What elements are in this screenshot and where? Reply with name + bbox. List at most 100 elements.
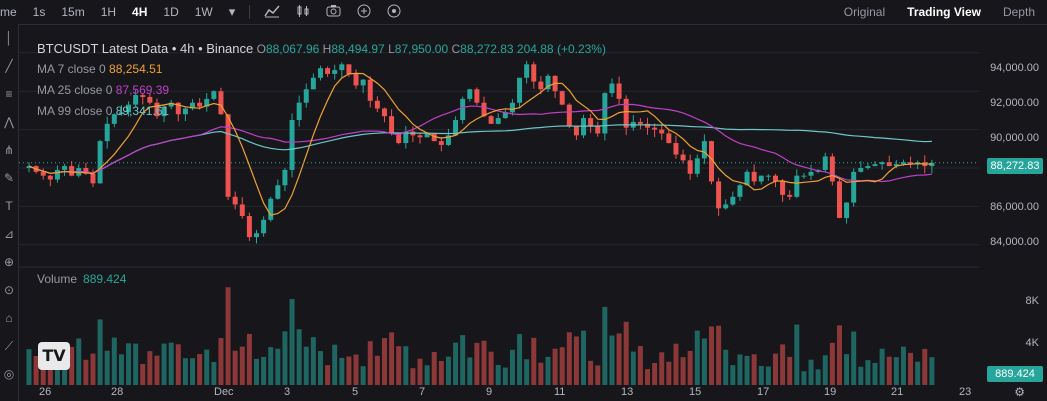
- tradingview-logo[interactable]: TV: [38, 342, 70, 370]
- trendline-icon[interactable]: ╱: [5, 59, 13, 73]
- hide-icon[interactable]: ◎: [3, 367, 15, 381]
- ma25-label[interactable]: MA 25 close 0: [37, 83, 113, 97]
- ruler-icon[interactable]: ⟋: [4, 339, 14, 353]
- volume-bar: [118, 354, 124, 385]
- volume-bar: [872, 362, 878, 385]
- volume-bar: [694, 330, 700, 385]
- volume-bar: [26, 349, 32, 385]
- timeframe-4h[interactable]: 4H: [132, 5, 148, 19]
- camera-icon[interactable]: [318, 4, 349, 20]
- tab-trading-view[interactable]: Trading View: [907, 5, 981, 19]
- chevron-down-icon[interactable]: ▾: [228, 4, 236, 19]
- volume-bar: [552, 348, 558, 385]
- close-key: C: [451, 42, 461, 56]
- lock-icon[interactable]: ⌂: [5, 311, 13, 325]
- text-icon[interactable]: T: [5, 199, 13, 213]
- price-axis[interactable]: 94,000.00 92,000.00 90,000.00 86,000.00 …: [979, 24, 1047, 385]
- candle-body: [652, 127, 658, 130]
- candle-body: [204, 98, 210, 107]
- candle-body: [573, 125, 579, 136]
- candle-body: [851, 171, 857, 203]
- volume-bar: [296, 329, 302, 385]
- time-tick: 17: [757, 386, 770, 398]
- candle-body: [147, 96, 153, 103]
- volume-bar: [758, 365, 764, 385]
- volume-bar: [133, 343, 139, 385]
- timeframe-1s[interactable]: 1s: [32, 5, 46, 19]
- zoom-icon[interactable]: ⊕: [3, 255, 15, 269]
- magnet-icon[interactable]: ⊙: [3, 283, 15, 297]
- volume-bar: [687, 350, 693, 385]
- pattern-icon[interactable]: ⋀: [4, 115, 14, 129]
- timeframe-partial[interactable]: me: [0, 5, 17, 19]
- volume-bar: [381, 338, 387, 385]
- volume-bar: [410, 368, 416, 385]
- low-value: 87,950.00: [394, 42, 449, 56]
- candle-body: [637, 121, 643, 124]
- volume-bar: [325, 365, 331, 385]
- candle-body: [460, 98, 466, 120]
- measure-icon[interactable]: ⊿: [3, 227, 15, 241]
- volume-bar: [751, 354, 757, 385]
- volume-bar: [801, 371, 807, 385]
- volume-bar: [900, 346, 906, 385]
- volume-bar: [474, 342, 480, 385]
- plus-icon[interactable]: [349, 4, 379, 21]
- crosshair-icon[interactable]: │: [5, 31, 13, 45]
- time-tick: 23: [959, 386, 972, 398]
- volume-bar: [716, 325, 722, 385]
- volume-bar: [445, 356, 451, 385]
- candle-body: [26, 166, 32, 168]
- volume-bar: [602, 306, 608, 385]
- candle-body: [261, 219, 267, 234]
- timeframe-1h[interactable]: 1H: [100, 5, 117, 19]
- time-tick: 11: [554, 386, 566, 398]
- candles-icon[interactable]: [288, 4, 318, 21]
- timeframe-1w[interactable]: 1W: [194, 5, 213, 19]
- symbol-title[interactable]: BTCUSDT Latest Data • 4h • Binance: [37, 41, 254, 56]
- candle-body: [758, 175, 764, 182]
- volume-bar: [332, 344, 338, 385]
- volume-bar: [140, 363, 146, 385]
- fib-icon[interactable]: ≡: [5, 87, 13, 101]
- ma7-label[interactable]: MA 7 close 0: [37, 62, 106, 76]
- candle-body: [659, 129, 665, 134]
- replay-icon[interactable]: [379, 4, 409, 21]
- volume-bar: [168, 342, 174, 385]
- volume-bar: [438, 360, 444, 385]
- candle-body: [310, 77, 316, 90]
- high-key: H: [322, 42, 332, 56]
- volume-bar: [239, 346, 245, 385]
- price-chart[interactable]: [19, 24, 979, 385]
- volume-bar: [630, 351, 636, 385]
- volume-label[interactable]: Volume: [37, 272, 78, 286]
- brush-icon[interactable]: ✎: [3, 171, 15, 185]
- price-tick: 86,000.00: [990, 201, 1039, 213]
- timeframe-15m[interactable]: 15m: [61, 5, 85, 19]
- settings-gear-icon[interactable]: ⚙: [1014, 385, 1025, 399]
- volume-bar: [481, 340, 487, 385]
- ma99-label[interactable]: MA 99 close 0: [37, 104, 113, 118]
- volume-bar: [154, 355, 160, 385]
- volume-bar: [922, 348, 928, 385]
- volume-bar: [69, 346, 75, 385]
- volume-bar: [396, 346, 402, 385]
- volume-bar: [844, 354, 850, 385]
- volume-bar: [772, 353, 778, 385]
- volume-bar: [246, 333, 252, 385]
- candle-body: [737, 185, 743, 197]
- projection-icon[interactable]: ⋔: [3, 143, 15, 157]
- timeframe-1d[interactable]: 1D: [163, 5, 179, 19]
- candle-body: [801, 175, 807, 177]
- indicator-icon[interactable]: [256, 4, 288, 21]
- candle-body: [154, 102, 160, 117]
- candle-body: [353, 73, 359, 86]
- volume-bar: [879, 348, 885, 385]
- tab-depth[interactable]: Depth: [1002, 5, 1035, 19]
- tab-original[interactable]: Original: [843, 5, 886, 19]
- time-axis[interactable]: 26 28 Dec 3 5 7 9 11 13 15 17 19 21 23: [19, 385, 979, 401]
- volume-bar: [147, 351, 153, 385]
- time-tick: 5: [352, 386, 359, 398]
- volume-bar: [744, 355, 750, 385]
- volume-bar: [517, 334, 523, 385]
